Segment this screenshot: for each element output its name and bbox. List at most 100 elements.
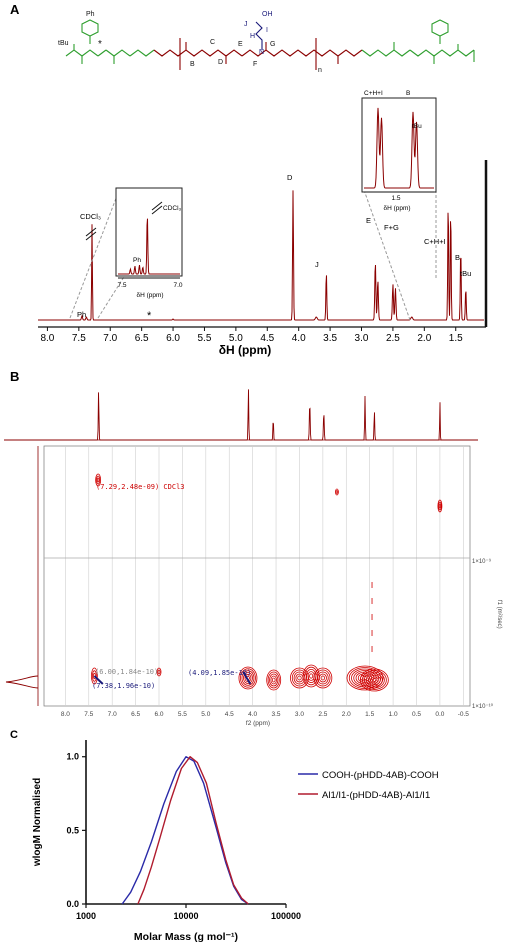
gpc-xlabel: Molar Mass (g mol⁻¹): [134, 931, 238, 943]
inset2-frame: [361, 97, 437, 193]
dosy-contour: [359, 668, 389, 692]
struct-h-label: H: [250, 33, 255, 40]
dosy-contour: [438, 501, 442, 511]
dosy-annot-738: (7.38,1.96e-10): [92, 682, 155, 690]
dosy-annot-600: (6.00,1.84e-10): [95, 668, 158, 676]
struct-j-label: J: [244, 21, 248, 28]
gpc-xtick-label: 100000: [271, 911, 301, 921]
gpc-chart: 1000 10000 100000 0.0 0.5 1.0 wlogM Normalise…: [32, 740, 439, 943]
inset-aromatic: CDCl₃ Ph 7.5 7.0 δH (ppm): [69, 187, 183, 319]
struct-c-label: C: [210, 39, 215, 46]
dosy-contour: [363, 671, 385, 689]
dosy-left-projection: [5, 675, 39, 689]
left-linker: [129, 49, 155, 57]
dosy-contour: [371, 678, 377, 682]
dosy-contour: [320, 675, 326, 681]
dosy-contour: [438, 503, 441, 509]
dosy-contour: [243, 672, 253, 684]
peak-label-fg: F+G: [384, 223, 399, 232]
dosy-marker-738: [93, 675, 104, 685]
dosy-contour: [240, 668, 256, 688]
dosy-annot-409: (4.09,1.85e-10): [188, 669, 251, 677]
spectrum-a-tick-label: 7.5: [72, 333, 86, 344]
gpc-ytick-label: 0.5: [66, 825, 79, 835]
spectrum-a-trace: [38, 190, 484, 321]
dosy-contour: [297, 675, 302, 681]
dosy-contour: [369, 676, 379, 684]
dosy-contour: [367, 674, 381, 686]
peak-label-cdcl3: CDCl₃: [80, 212, 101, 221]
gpc-series: [121, 756, 249, 905]
gpc-xtick-label: 1000: [76, 911, 96, 921]
dosy-contour: [365, 673, 383, 687]
dosy-x-ticks: 8.0 7.5 7.0 6.5 6.0 5.5 5.0 4.5 4.0 3.5 3.0 2.5 2.0 1…: [61, 711, 469, 718]
polymer-backbone: [153, 38, 363, 70]
dosy-contour: [238, 666, 258, 690]
dosy-contour: [95, 473, 102, 487]
panel-c-letter: C: [10, 729, 18, 741]
dosy-tick-label: 0.0: [435, 711, 444, 718]
struct-g-label: G: [270, 41, 275, 48]
spectrum-a-tick-label: 3.5: [323, 333, 337, 344]
inset2-chi: C+H+I: [364, 90, 383, 97]
gpc-ytick-label: 0.0: [66, 899, 79, 909]
inset1-tick-75: 7.5: [117, 282, 126, 289]
peak-label-ph: Ph: [77, 310, 86, 319]
dosy-contour: [96, 475, 101, 485]
dosy-tick-label: 1.5: [365, 711, 374, 718]
chemical-structure: [65, 19, 475, 70]
dosy-tick-label: 3.5: [272, 711, 281, 718]
struct-f-label: F: [253, 61, 257, 68]
inset1-guide-left: [69, 187, 121, 319]
spectrum-a-tick-label: 6.0: [166, 333, 180, 344]
spectrum-a-xlabel: δH (ppm): [219, 343, 272, 357]
dosy-tick-label: 0.5: [412, 711, 421, 718]
dosy-contour: [309, 673, 314, 679]
struct-i-label: I: [266, 27, 268, 34]
peak-label-chi: C+H+I: [424, 237, 446, 246]
inset2-b: B: [406, 90, 410, 97]
inset1-tick-70: 7.0: [173, 282, 182, 289]
dosy-frame: [43, 445, 471, 707]
spectrum-a-tick-label: 3.0: [355, 333, 369, 344]
dosy-tick-label: 3.0: [295, 711, 304, 718]
dosy-contour: [315, 669, 331, 687]
dosy-tick-label: 6.0: [154, 711, 163, 718]
inset1-xlabel: δH (ppm): [136, 292, 163, 299]
dosy-tick-label: 7.5: [84, 711, 93, 718]
struct-ph-label: Ph: [86, 11, 95, 18]
spectrum-a-tick-label: 7.0: [103, 333, 117, 344]
dosy-panel: (7.29,2.48e-09) CDCl3 (6.00,1.84e-10) (7…: [4, 389, 502, 727]
spectrum-a-tick-label: 2.0: [417, 333, 431, 344]
spectrum-a-tick-label: 6.5: [135, 333, 149, 344]
dosy-contour: [269, 673, 279, 687]
spectrum-a-tick-label: 4.5: [260, 333, 274, 344]
struct-oh-label: OH: [262, 11, 273, 18]
struct-e-label: E: [238, 41, 243, 48]
struct-d-label: D: [218, 59, 223, 66]
dosy-contour: [270, 675, 277, 685]
dosy-tick-label: 1.0: [389, 711, 398, 718]
right-end-group: [361, 19, 475, 64]
inset2-tick: 1.5: [391, 195, 400, 202]
inset2-xlabel: δH (ppm): [383, 205, 410, 212]
inset1-frame: [115, 187, 183, 277]
dosy-top-projection: [4, 389, 478, 441]
spectrum-a-tick-label: 5.0: [229, 333, 243, 344]
peak-label-e: E: [366, 216, 371, 225]
dosy-contour: [346, 665, 384, 691]
spectrum-a-tick-label: 4.0: [292, 333, 306, 344]
dosy-tick-label: -0.5: [458, 711, 470, 718]
inset1-trace: [118, 218, 180, 275]
dosy-tick-label: 2.0: [342, 711, 351, 718]
dosy-contour: [361, 670, 387, 690]
gpc-series-2: [137, 756, 249, 905]
structure-labels: Ph tBu * OH J I H G E F N C B D n: [58, 11, 322, 74]
struct-n-label: N: [259, 49, 264, 56]
dosy-contour: [96, 477, 100, 483]
dosy-contour: [91, 670, 97, 682]
peak-label-star: *: [147, 310, 152, 322]
dosy-tick-label: 8.0: [61, 711, 70, 718]
dosy-tick-label: 5.5: [178, 711, 187, 718]
